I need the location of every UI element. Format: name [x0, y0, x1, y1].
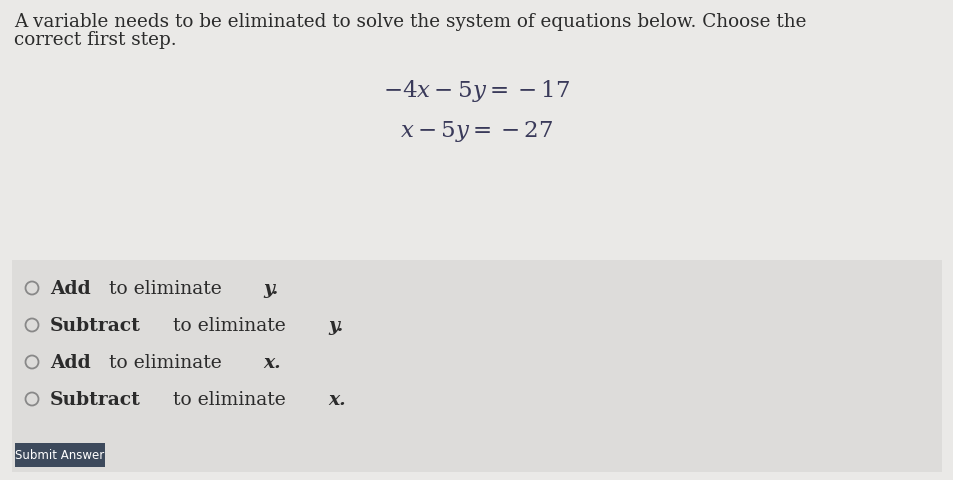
Text: to eliminate: to eliminate	[103, 279, 227, 298]
Text: x.: x.	[328, 390, 346, 408]
Text: Add: Add	[50, 279, 91, 298]
Text: y.: y.	[263, 279, 278, 298]
Text: to eliminate: to eliminate	[103, 353, 227, 371]
Text: $-4x - 5y = -17$: $-4x - 5y = -17$	[383, 78, 570, 104]
Text: A variable needs to be eliminated to solve the system of equations below. Choose: A variable needs to be eliminated to sol…	[14, 13, 805, 31]
FancyBboxPatch shape	[0, 0, 953, 261]
Text: x.: x.	[263, 353, 281, 371]
Text: Add: Add	[50, 353, 91, 371]
Text: to eliminate: to eliminate	[167, 316, 292, 334]
Text: y.: y.	[328, 316, 343, 334]
Text: $x - 5y = -27$: $x - 5y = -27$	[400, 118, 553, 143]
Text: Submit Answer: Submit Answer	[15, 449, 105, 462]
FancyBboxPatch shape	[12, 261, 941, 472]
Text: correct first step.: correct first step.	[14, 31, 176, 49]
Text: Subtract: Subtract	[50, 316, 141, 334]
FancyBboxPatch shape	[15, 443, 105, 467]
Text: Subtract: Subtract	[50, 390, 141, 408]
Text: to eliminate: to eliminate	[167, 390, 292, 408]
